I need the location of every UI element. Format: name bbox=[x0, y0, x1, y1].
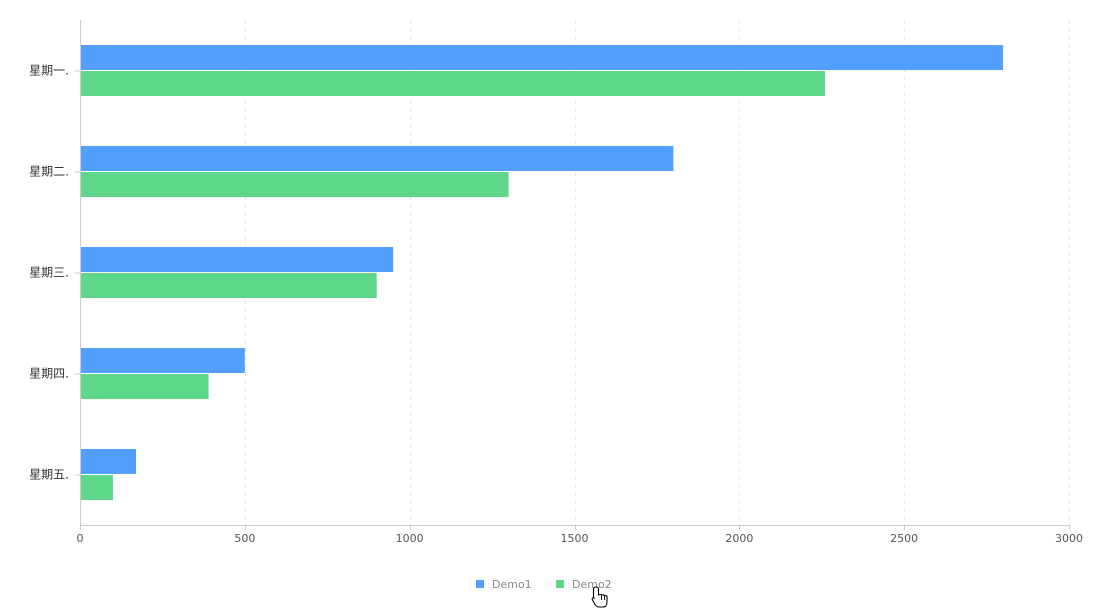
axis-labels: 0 500 1000 1500 2000 2500 3000 星期一. 星期二. 星期三. 星期四.… bbox=[29, 64, 1083, 546]
axes bbox=[75, 20, 1070, 530]
bar-demo2-4[interactable] bbox=[81, 475, 113, 500]
x-tick-label-3: 1500 bbox=[561, 532, 589, 545]
bar-demo2-3[interactable] bbox=[81, 374, 209, 399]
y-category-label-4: 星期五. bbox=[29, 468, 69, 482]
legend: Demo1 Demo2 bbox=[476, 578, 612, 591]
x-tick-label-2: 1000 bbox=[396, 532, 424, 545]
bar-demo1-4[interactable] bbox=[81, 449, 137, 474]
hand-pointer-icon bbox=[591, 586, 608, 608]
bar-demo1-0[interactable] bbox=[81, 45, 1004, 70]
bar-demo1-2[interactable] bbox=[81, 247, 394, 272]
legend-label-demo1[interactable]: Demo1 bbox=[492, 578, 532, 591]
x-tick-label-0: 0 bbox=[77, 532, 84, 545]
y-category-label-3: 星期四. bbox=[29, 367, 69, 381]
bars bbox=[81, 45, 1004, 500]
bar-demo2-2[interactable] bbox=[81, 273, 377, 298]
y-category-label-1: 星期二. bbox=[29, 165, 69, 179]
bar-demo2-1[interactable] bbox=[81, 172, 509, 197]
x-tick-label-4: 2000 bbox=[725, 532, 753, 545]
y-category-label-2: 星期三. bbox=[29, 266, 69, 280]
legend-label-demo2[interactable]: Demo2 bbox=[572, 578, 612, 591]
x-tick-label-5: 2500 bbox=[890, 532, 918, 545]
bar-demo1-1[interactable] bbox=[81, 146, 674, 171]
legend-swatch-demo2[interactable] bbox=[556, 580, 564, 588]
legend-swatch-demo1[interactable] bbox=[476, 580, 484, 588]
bar-demo2-0[interactable] bbox=[81, 71, 826, 96]
x-tick-label-1: 500 bbox=[234, 532, 255, 545]
x-tick-label-6: 3000 bbox=[1055, 532, 1083, 545]
y-category-label-0: 星期一. bbox=[29, 64, 69, 78]
bar-demo1-3[interactable] bbox=[81, 348, 245, 373]
